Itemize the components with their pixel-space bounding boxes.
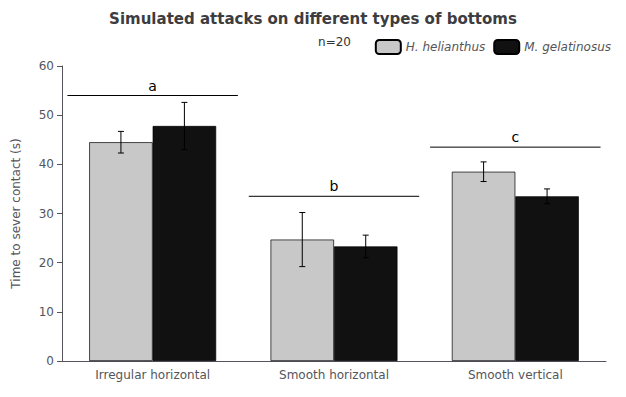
- svg-text:10: 10: [39, 305, 54, 319]
- svg-text:Time to sever contact (s): Time to sever contact (s): [9, 138, 23, 289]
- svg-text:50: 50: [39, 108, 54, 122]
- svg-text:60: 60: [39, 59, 54, 73]
- svg-text:a: a: [148, 78, 157, 94]
- svg-text:0: 0: [46, 354, 54, 368]
- svg-text:n=20: n=20: [318, 35, 351, 49]
- svg-text:Smooth horizontal: Smooth horizontal: [279, 368, 389, 382]
- svg-text:Smooth vertical: Smooth vertical: [468, 368, 563, 382]
- svg-text:c: c: [511, 129, 519, 145]
- svg-text:Simulated attacks on different: Simulated attacks on different types of …: [109, 10, 517, 28]
- svg-text:40: 40: [39, 157, 54, 171]
- svg-text:Irregular horizontal: Irregular horizontal: [95, 368, 210, 382]
- svg-text:b: b: [330, 178, 339, 194]
- svg-text:M. gelatinosus: M. gelatinosus: [524, 40, 611, 54]
- svg-text:20: 20: [39, 256, 54, 270]
- svg-text:H. helianthus: H. helianthus: [406, 40, 485, 54]
- svg-text:30: 30: [39, 207, 54, 221]
